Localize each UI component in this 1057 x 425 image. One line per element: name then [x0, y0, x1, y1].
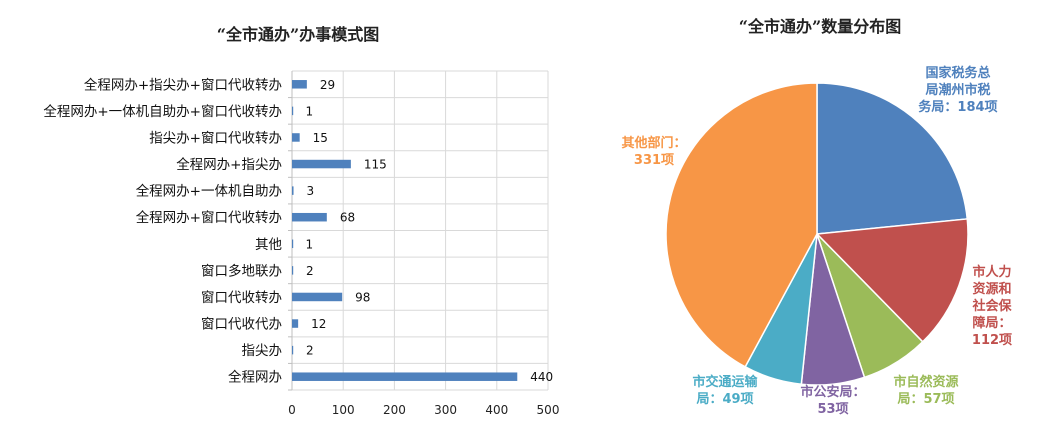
bar-x-tick-label: 500	[537, 403, 560, 417]
pie-slice-label: 国家税务总局潮州市税务局：184项	[918, 65, 997, 115]
bar-mark	[292, 186, 294, 195]
bar-category-label: 全程网办+一体机自助办+窗口代收转办	[43, 103, 282, 120]
bar-category-label: 窗口代收代办	[201, 316, 282, 333]
pie-slice-label-line: 331项	[634, 153, 674, 168]
bar-category-label: 窗口多地联办	[201, 262, 282, 279]
pie-slice-label-line: 市自然资源	[893, 374, 958, 390]
bar-category-label: 指尖办	[242, 343, 283, 359]
bar-category-label: 全程网办+窗口代收转办	[136, 209, 282, 226]
bar-x-tick-label: 0	[288, 403, 296, 417]
pie-slice-label: 市自然资源局：57项	[893, 374, 958, 407]
bar-category-label: 全程网办+指尖办+窗口代收转办	[84, 76, 282, 93]
bar-mark	[292, 80, 307, 89]
pie-slice-label-line: 53项	[817, 402, 848, 417]
pie-slice-label: 市人力资源和社会保障局： 112项	[971, 264, 1012, 348]
bar-mark	[292, 345, 294, 355]
pie-slice-label: 市公安局： 53项	[800, 384, 865, 417]
distribution-pie-chart: “全市通办”数量分布图 国家税务总局潮州市税务局：184项市人力资源和社会保障局…	[621, 17, 1012, 417]
pie-slice-label-line: 局：57项	[897, 392, 954, 407]
bar-mark	[292, 106, 294, 116]
pie-slice-label-line: 社会保	[971, 298, 1012, 314]
bar-data-label: 68	[340, 211, 355, 225]
bar-mark	[292, 212, 327, 222]
bar-data-label: 440	[530, 370, 553, 384]
bar-mark	[292, 292, 343, 302]
pie-slice-label-line: 市交通运输	[692, 374, 758, 390]
bar-mark	[292, 372, 518, 381]
pie-slice-label-line: 资源和	[972, 281, 1011, 297]
bar-data-label: 29	[320, 78, 335, 92]
bar-data-label: 1	[306, 237, 314, 251]
bar-data-label: 15	[313, 131, 328, 145]
bar-mark	[292, 266, 294, 275]
bar-chart-title: “全市通办”办事模式图	[217, 25, 379, 44]
pie-slice-label-line: 局：49项	[696, 392, 753, 407]
pie-slice-label-line: 障局：	[972, 315, 1011, 331]
bar-x-tick-label: 300	[434, 403, 457, 417]
bar-category-label: 全程网办+一体机自助办	[136, 183, 282, 200]
bar-x-tick-label: 100	[332, 403, 355, 417]
bar-mark	[292, 319, 299, 328]
bar-data-label: 98	[355, 290, 370, 304]
pie-slice-label-line: 国家税务总	[925, 65, 990, 81]
bar-mark	[292, 133, 300, 142]
pie-slice-label-line: 其他部门：	[621, 135, 686, 151]
pie-slices	[665, 82, 969, 386]
bar-data-label: 1	[306, 104, 314, 118]
pie-slice	[816, 82, 969, 235]
pie-slice-label-line: 务局：184项	[918, 99, 997, 115]
bar-data-label: 2	[306, 344, 314, 358]
pie-slice-label-line: 局潮州市税	[925, 82, 990, 98]
bar-data-label: 3	[307, 184, 315, 198]
bar-category-label: 其他	[255, 237, 282, 253]
bar-gridlines	[288, 70, 549, 391]
pie-slice	[665, 82, 818, 368]
bar-data-label: 2	[306, 264, 314, 278]
bar-category-label: 窗口代收转办	[201, 289, 282, 306]
pie-slice-label-line: 112项	[972, 333, 1012, 348]
bar-x-tick-label: 400	[485, 403, 508, 417]
bar-category-label: 指尖办+窗口代收转办	[149, 129, 282, 146]
pie-slice-label: 其他部门： 331项	[621, 135, 686, 168]
pie-slice-label: 市交通运输局：49项	[692, 374, 758, 407]
pie-chart-title: “全市通办”数量分布图	[739, 17, 901, 36]
bar-category-label: 全程网办	[228, 369, 282, 386]
bar-category-label: 全程网办+指尖办	[176, 156, 282, 173]
bar-x-tick-label: 200	[383, 403, 406, 417]
bar-mark	[292, 159, 351, 169]
bar-x-tick-labels: 0 100 200 300 400 500	[288, 403, 559, 417]
bar-data-label: 115	[364, 158, 387, 172]
pie-slice-label-line: 市人力	[972, 264, 1011, 280]
pie-slice	[815, 218, 969, 343]
pie-slice-label-line: 市公安局：	[800, 384, 865, 400]
bar-category-labels: 全程网办+指尖办+窗口代收转办全程网办+一体机自助办+窗口代收转办指尖办+窗口代…	[43, 76, 282, 385]
bar-mark	[292, 239, 294, 249]
bar-data-label: 12	[311, 317, 326, 331]
